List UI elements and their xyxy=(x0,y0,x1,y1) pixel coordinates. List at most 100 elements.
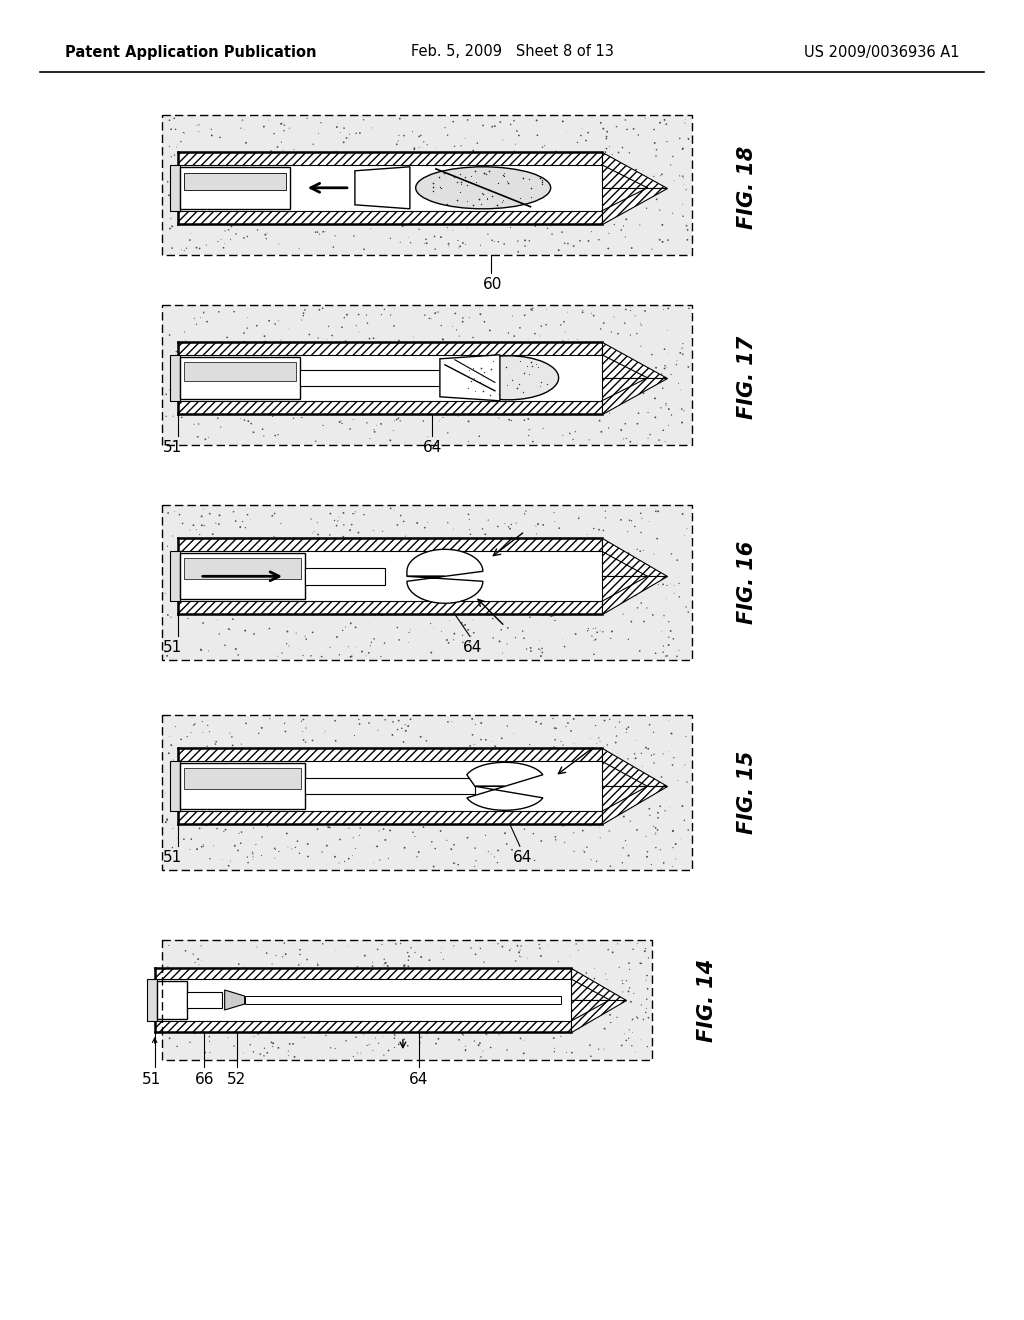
Point xyxy=(270,310,287,331)
Point xyxy=(202,847,218,869)
Point xyxy=(660,627,677,648)
Point xyxy=(449,805,465,826)
Point xyxy=(217,220,233,242)
Point xyxy=(411,137,427,158)
Point xyxy=(463,371,479,392)
Point xyxy=(367,605,383,626)
Point xyxy=(388,409,404,430)
Point xyxy=(584,160,600,181)
Point xyxy=(196,999,212,1020)
Point xyxy=(284,583,300,605)
Point xyxy=(455,232,471,253)
Point xyxy=(655,300,672,321)
Point xyxy=(213,791,229,812)
Point xyxy=(419,135,435,156)
Point xyxy=(614,973,631,994)
Point xyxy=(295,302,311,323)
Point xyxy=(257,165,273,186)
Point xyxy=(650,808,667,829)
Point xyxy=(216,232,232,253)
Point xyxy=(205,1002,221,1023)
Point xyxy=(536,536,552,557)
Point xyxy=(456,539,472,560)
Point xyxy=(171,793,187,814)
Point xyxy=(158,405,174,426)
Point xyxy=(482,581,499,602)
Point xyxy=(431,379,447,400)
Point xyxy=(596,1039,612,1060)
Point xyxy=(272,513,289,535)
Point xyxy=(342,520,358,541)
Point xyxy=(489,164,506,185)
Point xyxy=(678,597,694,618)
Point xyxy=(499,380,515,401)
Point xyxy=(331,853,347,874)
Point xyxy=(276,795,293,816)
Point xyxy=(401,622,418,643)
Point xyxy=(396,837,413,858)
Point xyxy=(541,935,557,956)
Point xyxy=(389,983,406,1005)
Point xyxy=(220,618,237,639)
Point xyxy=(280,620,296,642)
Point xyxy=(179,726,196,747)
Point xyxy=(527,549,544,570)
Point xyxy=(658,576,675,597)
Point xyxy=(262,799,279,820)
Point xyxy=(482,1038,499,1059)
Bar xyxy=(155,1020,571,1032)
Point xyxy=(598,139,614,160)
Point xyxy=(288,748,304,770)
Point xyxy=(656,180,673,201)
Point xyxy=(623,325,639,346)
Point xyxy=(578,170,594,191)
Point xyxy=(288,837,304,858)
Point xyxy=(199,770,215,791)
Point xyxy=(326,198,342,219)
Point xyxy=(294,165,310,186)
Point xyxy=(565,709,582,730)
Point xyxy=(586,178,602,199)
Point xyxy=(422,834,438,855)
Point xyxy=(170,401,186,422)
Point xyxy=(309,953,326,974)
Point xyxy=(598,127,614,148)
Point xyxy=(267,198,284,219)
Point xyxy=(621,543,637,564)
Point xyxy=(674,194,690,215)
Point xyxy=(196,834,212,855)
Point xyxy=(559,581,575,602)
Point xyxy=(648,358,665,379)
Point xyxy=(237,409,253,430)
Point xyxy=(422,403,438,424)
Point xyxy=(328,599,344,620)
Point xyxy=(467,145,483,166)
Polygon shape xyxy=(571,1001,626,1032)
Point xyxy=(220,777,237,799)
Point xyxy=(285,752,301,774)
Point xyxy=(606,385,623,407)
Point xyxy=(521,760,538,781)
Point xyxy=(245,570,261,591)
Point xyxy=(319,546,336,568)
Point xyxy=(421,747,437,768)
Point xyxy=(637,108,653,129)
Point xyxy=(582,1035,598,1056)
Point xyxy=(465,553,481,574)
Point xyxy=(418,393,434,414)
Point xyxy=(211,301,227,322)
Point xyxy=(193,639,209,660)
Point xyxy=(238,759,254,780)
Point xyxy=(532,763,549,784)
Point xyxy=(512,317,528,338)
Point xyxy=(613,376,630,397)
Point xyxy=(652,796,669,817)
Point xyxy=(567,623,584,644)
Point xyxy=(311,152,328,173)
Point xyxy=(647,407,664,428)
Point xyxy=(526,1011,543,1032)
Point xyxy=(402,232,419,253)
Point xyxy=(665,837,681,858)
Point xyxy=(365,333,381,354)
Point xyxy=(188,546,205,568)
